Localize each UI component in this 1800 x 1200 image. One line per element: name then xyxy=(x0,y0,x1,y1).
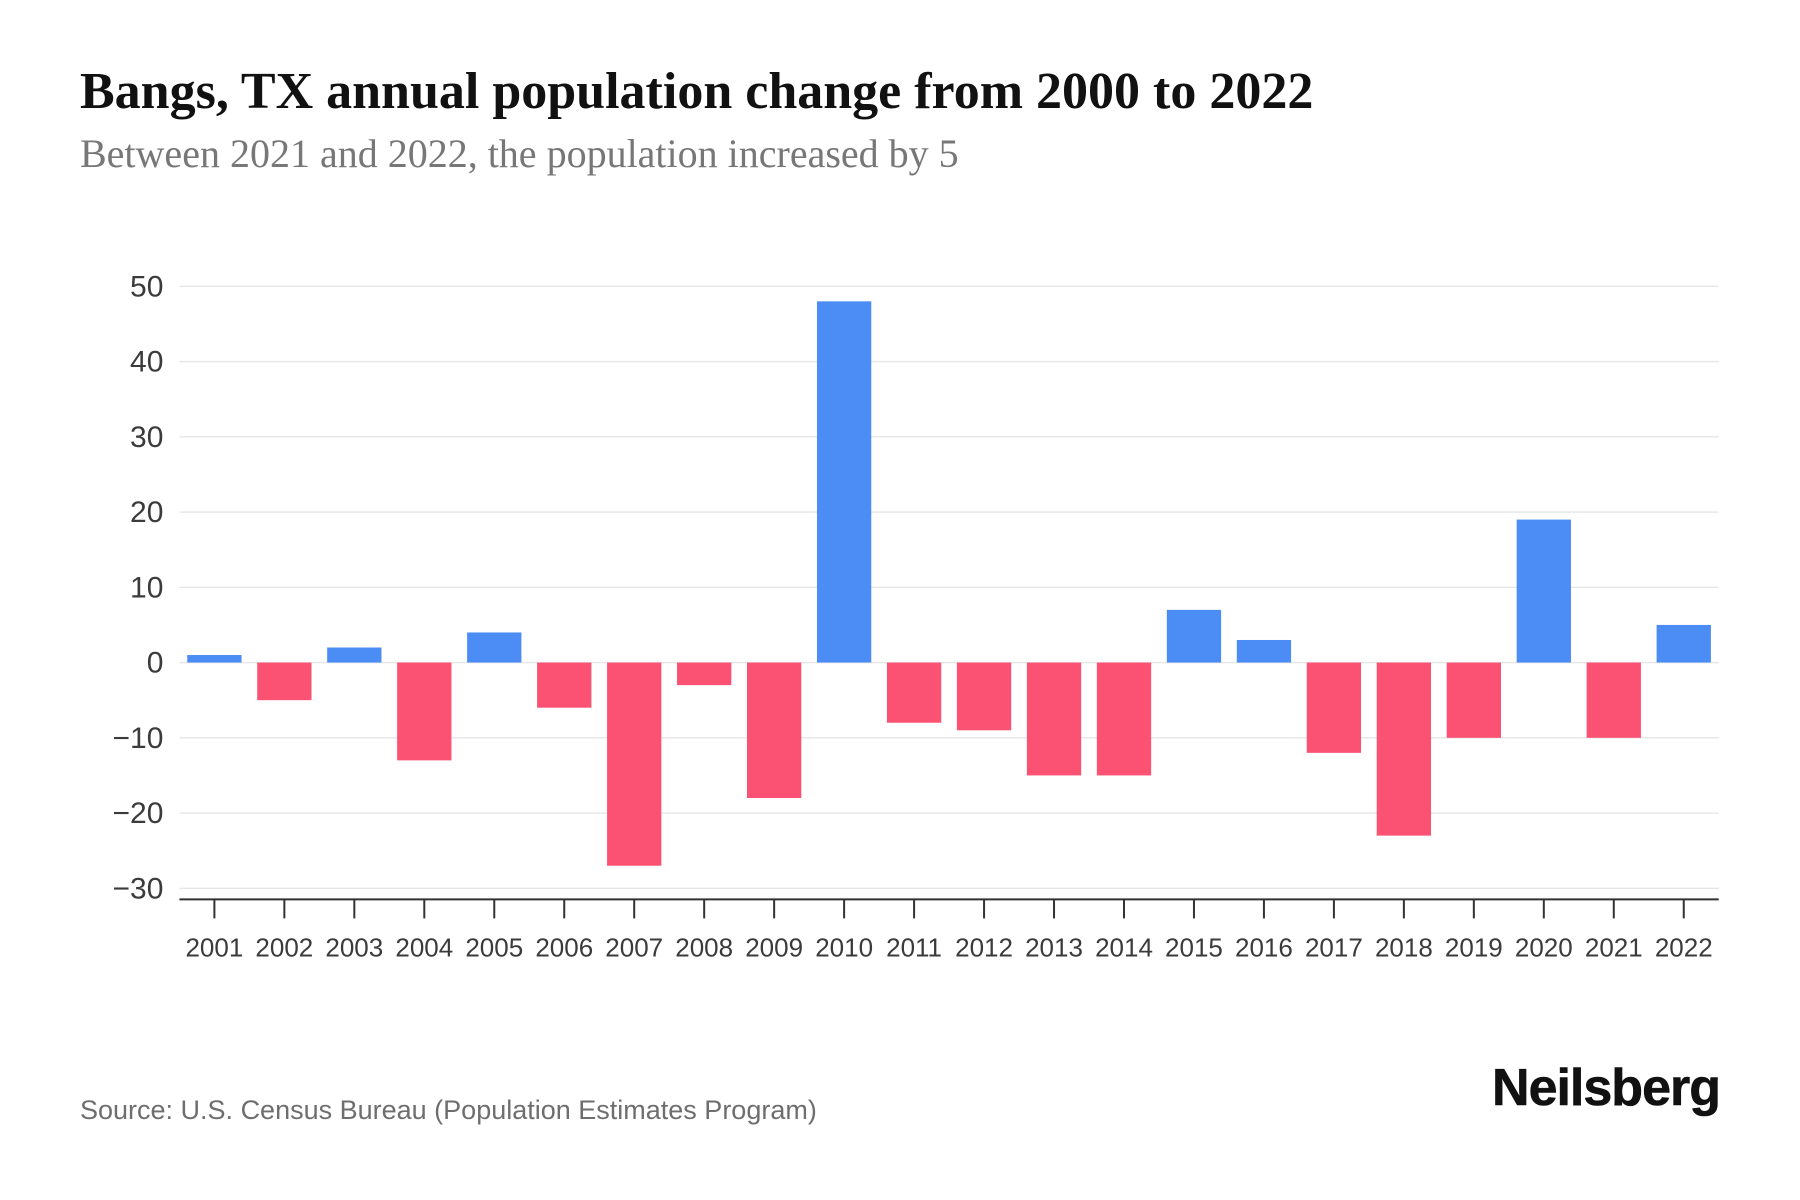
svg-text:2019: 2019 xyxy=(1445,932,1503,962)
svg-text:2006: 2006 xyxy=(535,932,593,962)
svg-text:30: 30 xyxy=(130,421,163,454)
svg-text:2007: 2007 xyxy=(605,932,663,962)
svg-text:0: 0 xyxy=(147,647,164,680)
svg-text:2021: 2021 xyxy=(1585,932,1643,962)
svg-text:10: 10 xyxy=(130,571,163,604)
svg-text:2002: 2002 xyxy=(255,932,313,962)
svg-text:2017: 2017 xyxy=(1305,932,1363,962)
svg-text:2018: 2018 xyxy=(1375,932,1433,962)
svg-text:−20: −20 xyxy=(113,797,164,830)
svg-text:2010: 2010 xyxy=(815,932,873,962)
svg-text:2004: 2004 xyxy=(395,932,453,962)
svg-text:2013: 2013 xyxy=(1025,932,1083,962)
svg-text:2015: 2015 xyxy=(1165,932,1223,962)
svg-text:2016: 2016 xyxy=(1235,932,1293,962)
svg-text:2014: 2014 xyxy=(1095,932,1153,962)
svg-text:2008: 2008 xyxy=(675,932,733,962)
svg-text:2011: 2011 xyxy=(886,932,942,962)
svg-text:2022: 2022 xyxy=(1655,932,1713,962)
svg-text:40: 40 xyxy=(130,346,163,379)
svg-text:−30: −30 xyxy=(113,872,164,905)
svg-text:2003: 2003 xyxy=(325,932,383,962)
svg-text:−10: −10 xyxy=(113,722,164,755)
svg-text:2020: 2020 xyxy=(1515,932,1573,962)
svg-text:2005: 2005 xyxy=(465,932,523,962)
svg-text:2001: 2001 xyxy=(185,932,243,962)
svg-text:2009: 2009 xyxy=(745,932,803,962)
svg-text:2012: 2012 xyxy=(955,932,1013,962)
svg-text:20: 20 xyxy=(130,496,163,529)
svg-text:50: 50 xyxy=(130,270,163,303)
